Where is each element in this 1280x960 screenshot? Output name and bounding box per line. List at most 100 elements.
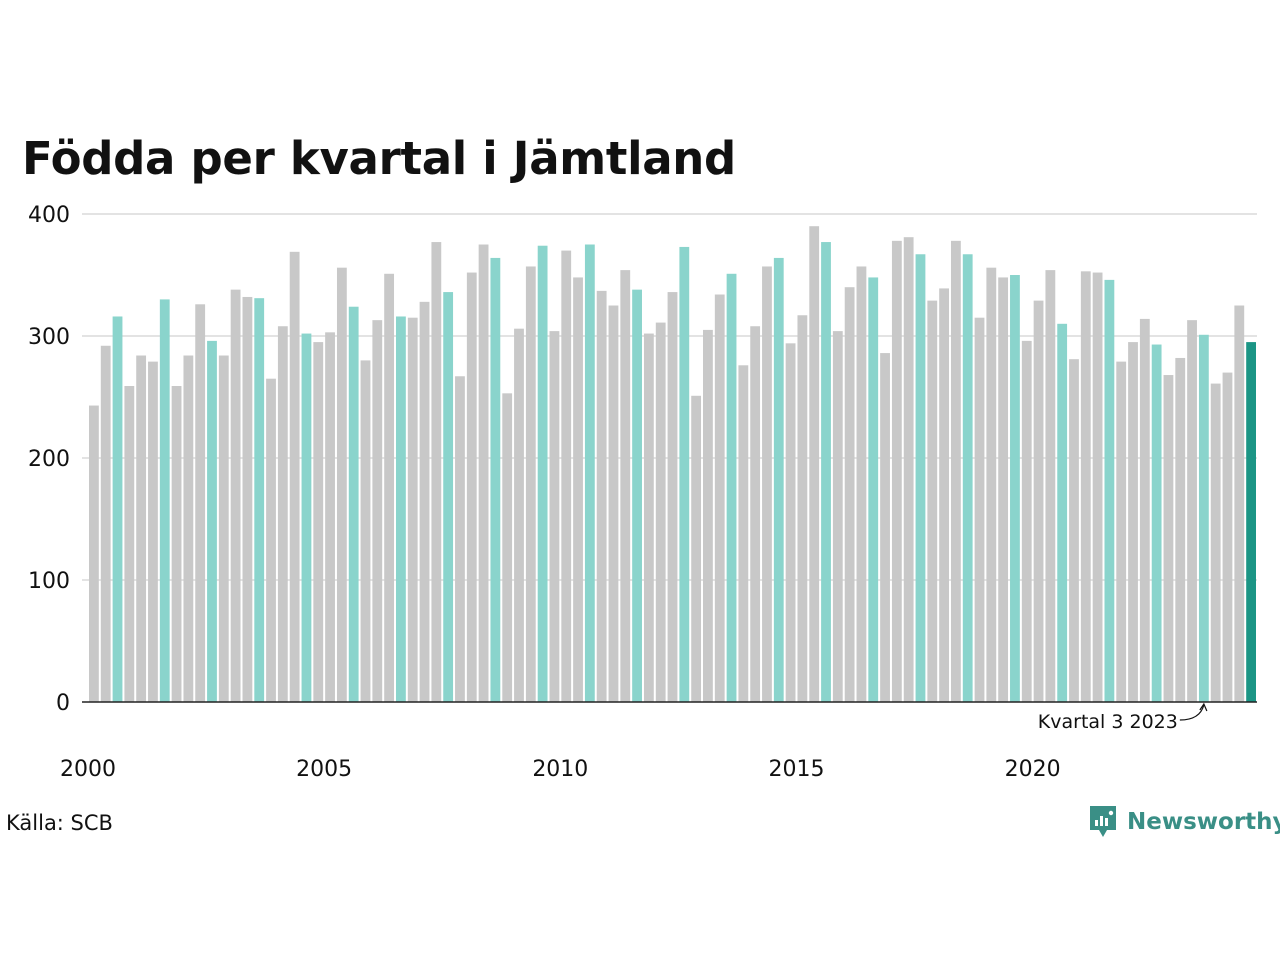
bar [289, 251, 300, 702]
bar [998, 277, 1009, 702]
x-axis-tick-labels: 2000 2005 2010 2015 2020 [60, 757, 1061, 782]
bar [384, 273, 395, 702]
bar [632, 289, 642, 702]
bar [466, 272, 477, 702]
bar [785, 343, 796, 702]
bar [714, 294, 725, 702]
bar [880, 353, 890, 702]
bar [348, 306, 359, 702]
bar [112, 316, 123, 702]
bar [266, 378, 276, 702]
bar [762, 266, 772, 702]
bar [148, 361, 158, 702]
bar [1198, 334, 1209, 702]
x-tick-label: 2010 [532, 757, 588, 782]
bar [679, 246, 690, 702]
bar [455, 376, 465, 702]
bar [832, 331, 843, 702]
bar [573, 277, 583, 702]
newsworthy-logo-icon [1090, 806, 1116, 837]
bar [360, 360, 371, 702]
x-tick-label: 2000 [60, 757, 116, 782]
brand-logo: Newsworthy [1088, 804, 1280, 840]
bar [1057, 323, 1068, 702]
bar [809, 226, 820, 702]
bars [89, 226, 1256, 702]
bar [1033, 300, 1044, 702]
y-tick-label: 400 [28, 203, 70, 228]
bar [903, 237, 914, 702]
y-tick-label: 100 [28, 569, 70, 594]
bar [1187, 320, 1197, 702]
y-axis-tick-labels: 0 100 200 300 400 [28, 203, 70, 716]
bar [89, 405, 99, 702]
bar [939, 288, 949, 702]
y-tick-label: 300 [28, 325, 70, 350]
annotation-arrow [1179, 704, 1205, 721]
bar [100, 345, 111, 702]
bar [655, 322, 666, 702]
bar [419, 301, 430, 702]
bar [974, 317, 985, 702]
bar [750, 326, 761, 702]
bar [195, 304, 206, 702]
bar [525, 266, 536, 702]
bar [1246, 342, 1256, 702]
bar [844, 287, 855, 702]
bar [502, 393, 513, 702]
bar [927, 300, 938, 702]
annotation-label: Kvartal 3 2023 [1038, 711, 1178, 733]
bar [643, 333, 654, 702]
x-tick-label: 2015 [768, 757, 824, 782]
source-label: Källa: SCB [6, 811, 113, 835]
bar [159, 299, 170, 702]
bar [584, 244, 595, 702]
bar [514, 328, 524, 702]
chart-title: Födda per kvartal i Jämtland [22, 132, 736, 185]
bar [277, 326, 288, 702]
bar [703, 329, 713, 702]
bar [915, 254, 926, 702]
bar [726, 273, 737, 702]
y-tick-label: 200 [28, 447, 70, 472]
annotation-arrowhead [1199, 702, 1208, 712]
bar [431, 242, 442, 702]
bar [1139, 318, 1150, 702]
bar [1175, 357, 1186, 702]
bar [1021, 340, 1032, 702]
bar [773, 257, 784, 702]
bar [171, 386, 182, 702]
bar [608, 305, 619, 702]
bar [1116, 361, 1127, 702]
bar [336, 267, 347, 702]
bar [868, 277, 879, 702]
bar [1045, 270, 1056, 702]
x-tick-label: 2005 [296, 757, 352, 782]
bar [1104, 279, 1115, 702]
bar [821, 242, 831, 702]
bar [738, 365, 749, 702]
bar [124, 386, 135, 702]
bar [443, 292, 454, 702]
bar [1080, 271, 1091, 702]
bar [962, 254, 973, 702]
bar [372, 320, 383, 702]
bar [1222, 372, 1233, 702]
bar [891, 240, 902, 702]
bar [856, 266, 867, 702]
bar [325, 332, 335, 702]
bar [478, 244, 489, 702]
bar [667, 292, 678, 702]
bar [1234, 305, 1245, 702]
bar [136, 355, 147, 702]
bar [950, 240, 961, 702]
bar [230, 289, 241, 702]
bar [183, 355, 194, 702]
bar [490, 257, 501, 702]
bar [797, 315, 808, 702]
bar [1010, 275, 1020, 702]
bar [1092, 272, 1103, 702]
bar [691, 395, 702, 702]
bar [620, 270, 631, 702]
